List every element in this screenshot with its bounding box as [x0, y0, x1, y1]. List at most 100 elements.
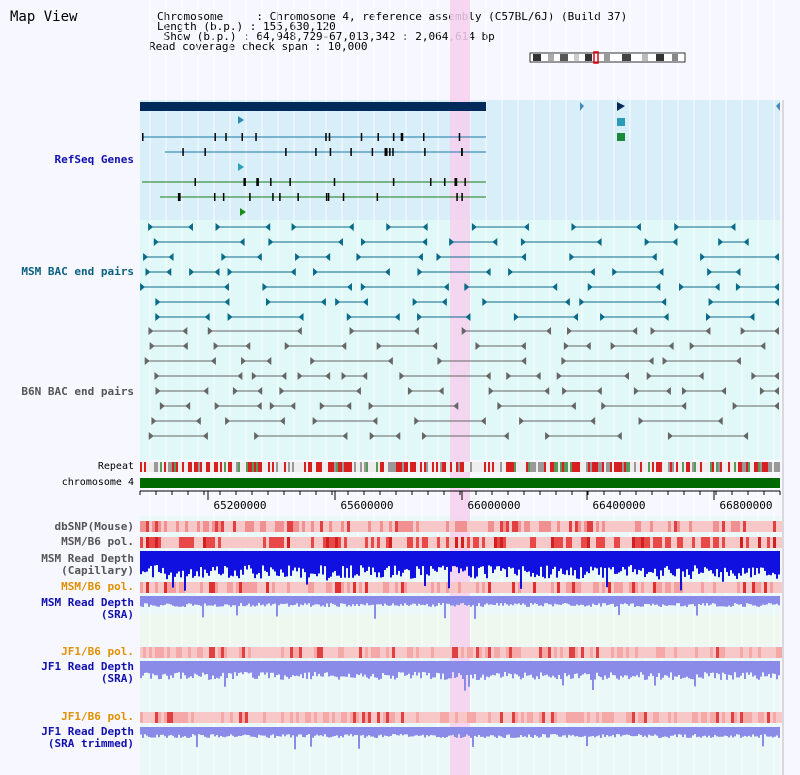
dbsnp-strip-cell	[398, 521, 401, 532]
msm-bac-end	[394, 313, 400, 321]
msm-b6-pol-strip-2-cell	[302, 582, 305, 593]
msm-b6-pol-strip-2-cell	[596, 582, 599, 593]
msm-b6-pol-strip-cell	[524, 537, 527, 548]
jf1-read-depth-trimmed-bar	[696, 727, 698, 738]
repeat-segment	[770, 462, 772, 472]
msm-read-depth-capillary-bar	[672, 551, 674, 576]
jf1-read-depth-trimmed-bar	[562, 727, 564, 736]
msm-b6-pol-strip-cell	[770, 537, 773, 548]
dbsnp-strip-cell	[371, 521, 374, 532]
b6n-bac-end	[610, 342, 616, 350]
msm-bac-end	[749, 313, 755, 321]
msm-b6-pol-strip-cell	[266, 537, 269, 548]
msm-read-depth-capillary-bar	[602, 551, 604, 578]
jf1-b6-pol-strip-cell	[731, 647, 734, 658]
msm-read-depth-sra-bar	[598, 596, 600, 604]
repeat-segment	[628, 462, 630, 472]
jf1-b6-pol-strip-cell	[362, 647, 365, 658]
msm-read-depth-sra-bar	[176, 596, 178, 607]
jf1-read-depth-sra-bar	[670, 661, 672, 673]
msm-read-depth-capillary-bar	[474, 551, 476, 579]
msm-read-depth-capillary-bar	[772, 551, 774, 573]
msm-read-depth-sra-bar	[582, 596, 584, 605]
msm-read-depth-capillary-bar	[338, 551, 340, 576]
jf1-b6-pol-strip-cell	[560, 647, 563, 658]
msm-bac-end	[436, 253, 442, 261]
msm-b6-pol-strip-2-cell	[203, 582, 206, 593]
jf1-b6-pol-strip-cell	[371, 647, 374, 658]
jf1-b6-pol-strip-2-cell	[260, 712, 263, 723]
msm-b6-pol-strip-2-cell	[485, 582, 488, 593]
msm-read-depth-capillary-bar	[628, 551, 630, 567]
jf1-read-depth-trimmed-bar	[200, 727, 202, 735]
msm-bac-end	[262, 283, 268, 291]
jf1-b6-pol-strip-cell	[272, 647, 275, 658]
dbsnp-strip-cell	[557, 521, 560, 532]
msm-b6-pol-strip-2-cell	[506, 582, 509, 593]
dbsnp-strip-cell	[335, 521, 338, 532]
jf1-read-depth-sra-bar	[288, 661, 290, 679]
msm-read-depth-capillary-bar	[730, 551, 732, 571]
msm-b6-pol-strip-2-cell	[539, 582, 542, 593]
msm-read-depth-sra-bar	[244, 596, 246, 607]
jf1-read-depth-trimmed-bar	[182, 727, 184, 737]
msm-b6-pol-strip-2-cell	[329, 582, 332, 593]
msm-read-depth-sra-bar	[542, 596, 544, 607]
jf1-read-depth-sra-bar	[348, 661, 350, 674]
jf1-b6-pol-strip-2-cell	[731, 712, 734, 723]
jf1-read-depth-sra-bar	[154, 661, 156, 676]
jf1-read-depth-sra-bar	[464, 661, 466, 691]
msm-read-depth-capillary-bar	[660, 551, 662, 571]
msm-read-depth-sra-bar	[454, 596, 456, 607]
jf1-read-depth-trimmed-bar	[686, 727, 688, 738]
msm-read-depth-capillary-bar	[682, 551, 684, 572]
jf1-b6-pol-strip-2-cell	[557, 712, 560, 723]
repeat-segment	[680, 462, 682, 472]
b6n-bac-end	[698, 372, 704, 380]
jf1-read-depth-trimmed-bar	[410, 727, 412, 737]
jf1-b6-pol-strip-2-cell	[578, 712, 581, 723]
msm-b6-pol-strip-2-cell	[572, 582, 575, 593]
jf1-read-depth-trimmed-bar	[672, 727, 674, 736]
dbsnp-strip-cell	[668, 521, 671, 532]
repeat-segment	[264, 462, 266, 472]
msm-bac-end	[256, 253, 262, 261]
jf1-b6-pol-strip-2-cell	[311, 712, 314, 723]
jf1-read-depth-sra-bar	[528, 661, 530, 676]
repeat-segment	[504, 462, 506, 472]
jf1-b6-pol-strip-cell	[506, 647, 509, 658]
jf1-read-depth-sra-bar	[342, 661, 344, 677]
repeat-segment	[598, 462, 600, 472]
msm-bac-end	[148, 223, 154, 231]
msm-read-depth-sra-bar	[254, 596, 256, 607]
msm-read-depth-capillary-bar	[208, 551, 210, 576]
msm-read-depth-capillary-bar	[720, 551, 722, 573]
b6n-bac-end	[414, 417, 420, 425]
msm-b6-pol-strip-cell	[218, 537, 221, 548]
b6n-bac-end	[774, 372, 779, 380]
jf1-read-depth-trimmed-bar	[262, 727, 264, 736]
jf1-read-depth-sra-bar	[390, 661, 392, 679]
jf1-read-depth-sra-bar	[458, 661, 460, 674]
msm-b6-pol-strip-cell	[227, 537, 230, 548]
jf1-b6-pol-strip-cell	[665, 647, 668, 658]
msm-read-depth-capillary-bar	[376, 551, 378, 578]
jf1-read-depth-trimmed-bar	[776, 727, 778, 736]
b6n-bac-end	[362, 372, 368, 380]
jf1-b6-pol-strip-2-cell	[221, 712, 224, 723]
jf1-b6-pol-strip-2-cell	[698, 712, 701, 723]
msm-read-depth-capillary-bar	[694, 551, 696, 566]
msm-read-depth-capillary-bar	[596, 551, 598, 569]
refseq-transcript-exon	[179, 193, 181, 201]
msm-read-depth-sra-bar	[198, 596, 200, 606]
msm-read-depth-capillary-bar	[358, 551, 360, 576]
refseq-gene-marker	[617, 133, 625, 141]
msm-read-depth-capillary-bar	[500, 551, 502, 571]
msm-read-depth-capillary-bar	[766, 551, 768, 576]
msm-b6-pol-strip-cell	[749, 537, 752, 548]
jf1-b6-pol-strip-cell	[539, 647, 542, 658]
jf1-read-depth-sra-bar	[422, 661, 424, 673]
msm-read-depth-sra-bar	[418, 596, 420, 604]
b6n-bac-end	[774, 402, 779, 410]
